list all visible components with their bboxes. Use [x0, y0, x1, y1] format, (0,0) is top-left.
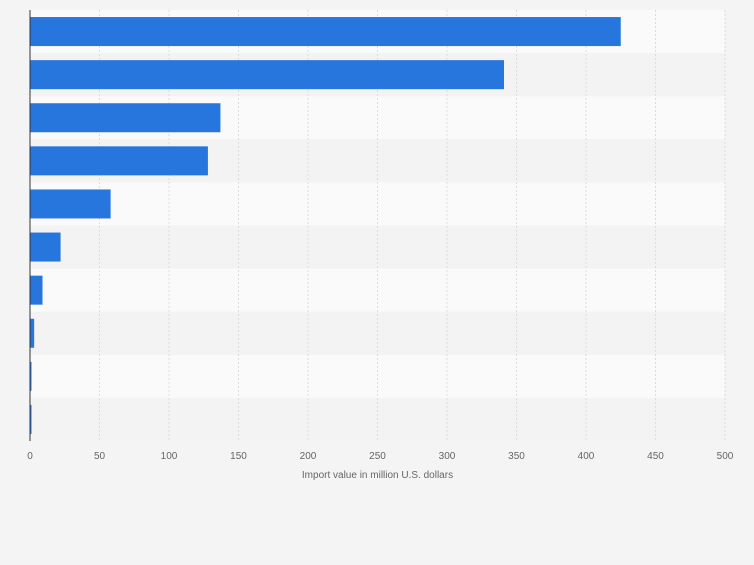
bar — [30, 233, 61, 262]
x-tick-label: 400 — [578, 451, 595, 462]
bar — [30, 60, 504, 89]
x-tick-label: 250 — [369, 451, 386, 462]
x-tick-label: 100 — [161, 451, 178, 462]
bar — [30, 276, 43, 305]
x-tick-label: 0 — [27, 451, 33, 462]
bar — [30, 146, 208, 175]
bar — [30, 103, 220, 132]
x-tick-label: 300 — [439, 451, 456, 462]
x-tick-label: 500 — [717, 451, 734, 462]
x-tick-label: 450 — [647, 451, 664, 462]
bar — [30, 189, 111, 218]
x-axis-label: Import value in million U.S. dollars — [302, 470, 453, 481]
x-tick-label: 150 — [230, 451, 247, 462]
x-tick-label: 350 — [508, 451, 525, 462]
bar — [30, 319, 34, 348]
x-axis-ticks: 0 50 100 150 200 250 300 350 400 450 500 — [27, 451, 734, 462]
bar — [30, 17, 621, 46]
x-tick-label: 50 — [94, 451, 106, 462]
x-tick-label: 200 — [300, 451, 317, 462]
